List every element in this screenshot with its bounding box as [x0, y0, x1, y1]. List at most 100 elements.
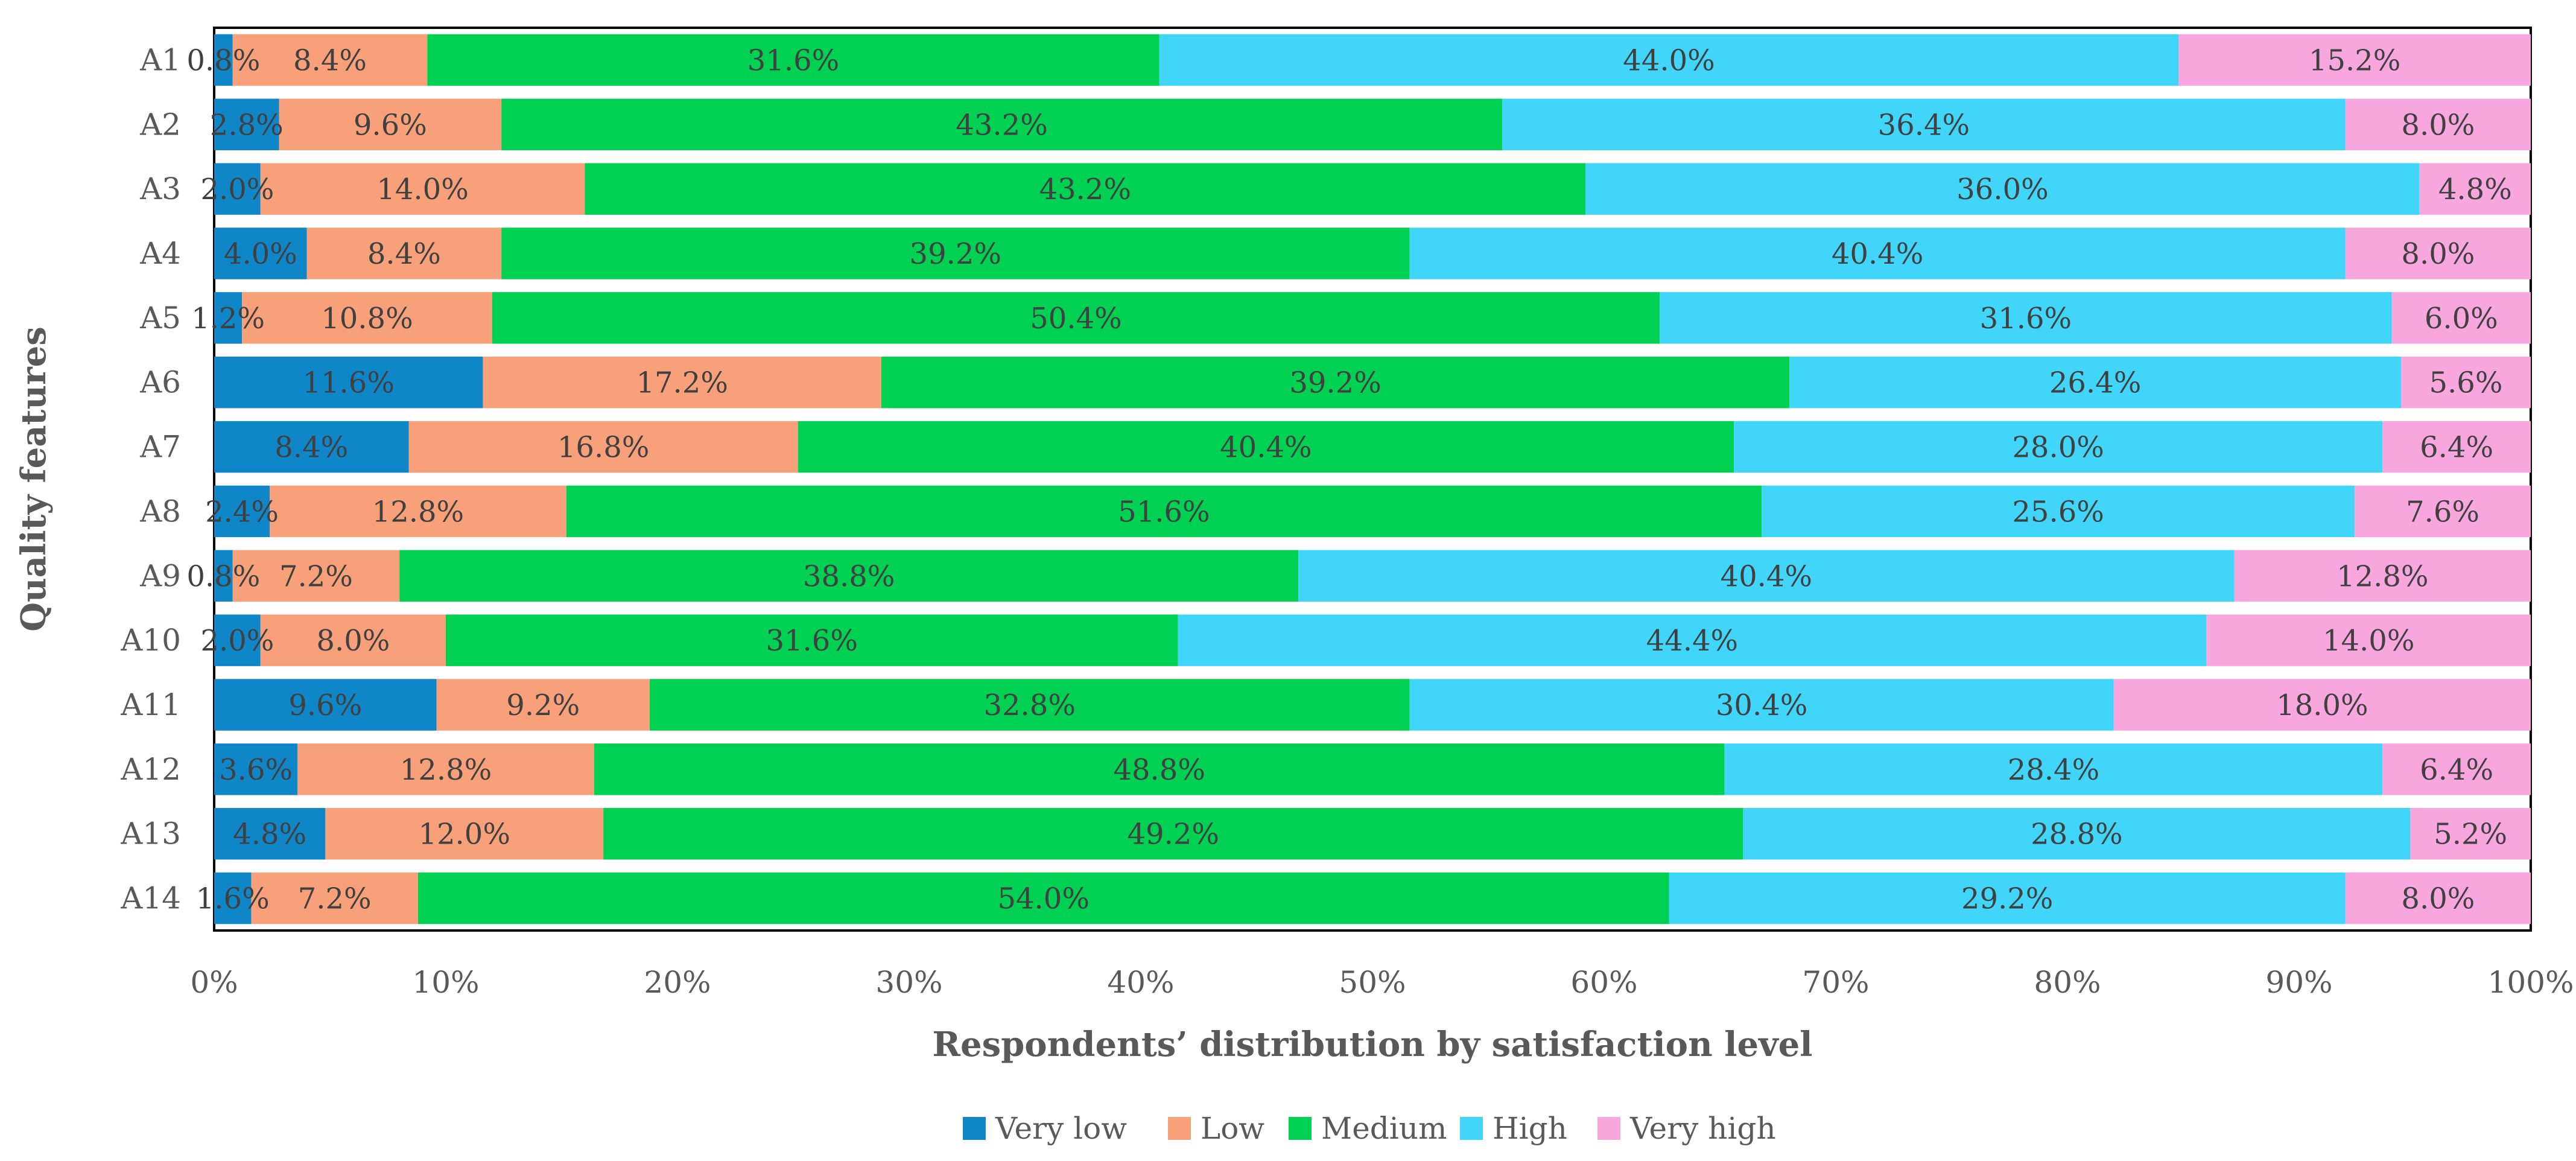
y-category-label-a14: A14: [120, 881, 181, 916]
y-category-label-a7: A7: [139, 430, 181, 465]
bar-label-a10-very-low: 2.0%: [200, 624, 274, 658]
bar-label-a13-very-high: 5.2%: [2434, 818, 2507, 851]
legend-swatch-very-high: [1597, 1117, 1620, 1140]
bar-a8-high: [1762, 485, 2355, 538]
bar-a11-high: [1409, 679, 2114, 731]
x-tick-labels: 0% 10% 20% 30% 40% 50% 60% 70% 80% 90% 100%: [190, 965, 2574, 1000]
bar-label-a1-low: 8.4%: [293, 43, 367, 77]
bar-a4-very-low: [214, 227, 307, 279]
bar-a2-high: [1502, 98, 2346, 151]
bar-a9-medium: [399, 550, 1299, 602]
bar-label-a2-low: 9.6%: [354, 108, 427, 142]
bar-label-a14-high: 29.2%: [1961, 882, 2053, 916]
bar-a3-very-high: [2419, 163, 2531, 215]
bar-label-a2-very-low: 2.8%: [210, 108, 284, 142]
bar-a7-very-high: [2382, 421, 2531, 473]
bar-a6-low: [483, 356, 881, 409]
y-category-label-a4: A4: [139, 236, 181, 271]
bar-a6-high: [1789, 356, 2401, 409]
y-category-label-a2: A2: [139, 107, 181, 142]
bar-label-a9-low: 7.2%: [279, 559, 353, 593]
bar-label-a1-very-low: 0.8%: [186, 43, 260, 77]
y-category-label-a12: A12: [120, 752, 181, 787]
legend-swatch-low: [1168, 1117, 1191, 1140]
bar-label-a11-high: 30.4%: [1716, 689, 1807, 722]
bar-label-a4-high: 40.4%: [1832, 237, 1923, 271]
bar-label-a14-very-low: 1.6%: [196, 882, 270, 916]
bar-label-a6-very-low: 11.6%: [302, 366, 394, 400]
bar-label-a9-high: 40.4%: [1721, 559, 1812, 593]
bar-label-a4-very-high: 8.0%: [2401, 237, 2475, 271]
bar-a4-low: [306, 227, 502, 279]
x-tick-label: 50%: [1339, 965, 1406, 1000]
bar-a1-medium: [427, 34, 1160, 86]
bar-label-a10-high: 44.4%: [1646, 624, 1738, 658]
x-tick-label: 70%: [1802, 965, 1869, 1000]
bar-a4-medium: [501, 227, 1410, 279]
bar-a7-low: [408, 421, 798, 473]
y-category-label-a11: A11: [120, 687, 181, 722]
bar-a2-medium: [501, 98, 1503, 151]
bar-label-a11-medium: 32.8%: [983, 689, 1075, 722]
bar-label-a3-very-high: 4.8%: [2438, 173, 2512, 206]
bar-label-a8-low: 12.8%: [372, 495, 464, 529]
bar-label-a2-very-high: 8.0%: [2401, 108, 2475, 142]
bar-a5-low: [242, 292, 492, 344]
bar-a4-high: [1409, 227, 2346, 279]
bar-a5-very-low: [214, 292, 243, 344]
bar-label-a7-high: 28.0%: [2012, 431, 2104, 465]
legend-label-very-high: Very high: [1629, 1111, 1776, 1146]
bar-a11-medium: [649, 679, 1410, 731]
bar-a8-low: [270, 485, 566, 538]
bar-a13-very-high: [2410, 807, 2531, 860]
bar-label-a1-medium: 31.6%: [747, 43, 839, 77]
bar-label-a3-low: 14.0%: [376, 173, 468, 206]
legend-item-very-high: Very high: [1597, 1111, 1776, 1146]
bar-a11-very-high: [2113, 679, 2531, 731]
bar-a7-medium: [798, 421, 1734, 473]
bar-label-a6-very-high: 5.6%: [2429, 366, 2503, 400]
x-tick-label: 90%: [2265, 965, 2332, 1000]
bar-a10-low: [260, 614, 446, 666]
bar-a7-high: [1734, 421, 2383, 473]
bar-a7-very-low: [214, 421, 409, 473]
legend-swatch-very-low: [963, 1117, 986, 1140]
bars-layer: [214, 34, 2531, 924]
bar-label-a11-low: 9.2%: [506, 689, 580, 722]
y-category-label-a13: A13: [120, 816, 181, 851]
bar-a10-very-low: [214, 614, 261, 666]
bar-label-a12-very-low: 3.6%: [219, 753, 293, 787]
bar-a8-medium: [566, 485, 1762, 538]
bar-a9-high: [1298, 550, 2235, 602]
y-category-label-a9: A9: [139, 558, 181, 593]
legend-label-very-low: Very low: [995, 1111, 1127, 1146]
bar-a14-medium: [417, 872, 1669, 924]
bar-label-a5-high: 31.6%: [1980, 302, 2072, 336]
bar-a3-high: [1585, 163, 2420, 215]
bar-label-a6-low: 17.2%: [636, 366, 728, 400]
bar-a9-very-high: [2234, 550, 2531, 602]
bar-a6-very-high: [2400, 356, 2531, 409]
bar-label-a1-high: 44.0%: [1623, 43, 1715, 77]
bar-label-a14-low: 7.2%: [298, 882, 372, 916]
bar-a1-very-high: [2178, 34, 2531, 86]
bar-label-a8-very-low: 2.4%: [205, 495, 279, 529]
bar-a3-low: [260, 163, 585, 215]
bar-a13-high: [1743, 807, 2411, 860]
bar-a5-medium: [492, 292, 1660, 344]
bar-label-a3-high: 36.0%: [1956, 173, 2048, 206]
bar-a14-low: [251, 872, 418, 924]
bar-a14-high: [1669, 872, 2346, 924]
bar-label-a8-medium: 51.6%: [1118, 495, 1210, 529]
bar-label-a3-medium: 43.2%: [1039, 173, 1131, 206]
bar-a4-very-high: [2345, 227, 2531, 279]
bar-labels-layer: 0.8% 8.4% 31.6% 44.0% 15.2% 2.8% 9.6% 43.2% 36.4…: [186, 43, 2511, 915]
y-category-label-a1: A1: [139, 42, 181, 77]
bar-a9-low: [232, 550, 400, 602]
legend: Very low Low Medium High Very high: [963, 1111, 1776, 1146]
bar-label-a9-medium: 38.8%: [803, 559, 895, 593]
bar-a2-very-high: [2345, 98, 2531, 151]
x-tick-label: 10%: [412, 965, 479, 1000]
bar-a12-very-high: [2382, 743, 2531, 795]
